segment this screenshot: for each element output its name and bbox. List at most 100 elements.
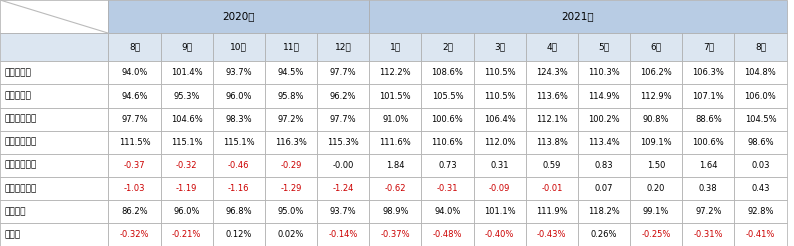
- Bar: [317, 200, 369, 223]
- Text: 0.12%: 0.12%: [225, 230, 252, 239]
- Text: 新規求人数: 新規求人数: [5, 68, 32, 77]
- Bar: [630, 177, 682, 200]
- Bar: [213, 200, 265, 223]
- Bar: [473, 62, 526, 84]
- Text: 6月: 6月: [650, 43, 661, 52]
- Text: 8月: 8月: [755, 43, 766, 52]
- Bar: [160, 108, 213, 131]
- Text: 1.50: 1.50: [647, 161, 665, 170]
- Text: 0.83: 0.83: [595, 161, 613, 170]
- Bar: [0, 177, 108, 200]
- Text: 106.0%: 106.0%: [745, 92, 777, 101]
- Bar: [422, 108, 473, 131]
- Bar: [682, 154, 734, 177]
- Bar: [108, 33, 160, 62]
- Bar: [526, 131, 578, 154]
- Bar: [369, 154, 422, 177]
- Bar: [630, 33, 682, 62]
- Text: 0.07: 0.07: [595, 184, 613, 193]
- Bar: [682, 62, 734, 84]
- Text: 94.0%: 94.0%: [121, 68, 148, 77]
- Text: 0.31: 0.31: [491, 161, 509, 170]
- Text: 98.3%: 98.3%: [225, 115, 252, 124]
- Text: 124.3%: 124.3%: [536, 68, 568, 77]
- Bar: [108, 0, 369, 33]
- Text: 1.84: 1.84: [386, 161, 404, 170]
- Bar: [160, 84, 213, 108]
- Bar: [526, 223, 578, 246]
- Text: -0.31%: -0.31%: [693, 230, 723, 239]
- Bar: [265, 131, 317, 154]
- Text: 110.5%: 110.5%: [484, 92, 515, 101]
- Bar: [682, 131, 734, 154]
- Text: 101.1%: 101.1%: [484, 207, 515, 216]
- Text: 113.6%: 113.6%: [536, 92, 568, 101]
- Text: 7月: 7月: [703, 43, 714, 52]
- Text: 96.0%: 96.0%: [225, 92, 252, 101]
- Text: 10月: 10月: [230, 43, 247, 52]
- Bar: [160, 223, 213, 246]
- Bar: [108, 154, 160, 177]
- Text: 12月: 12月: [335, 43, 352, 52]
- Text: 112.9%: 112.9%: [640, 92, 672, 101]
- Text: 118.2%: 118.2%: [588, 207, 620, 216]
- Bar: [317, 33, 369, 62]
- Text: -1.19: -1.19: [176, 184, 198, 193]
- Text: -0.31: -0.31: [437, 184, 458, 193]
- Bar: [578, 33, 630, 62]
- Bar: [473, 154, 526, 177]
- Text: 0.43: 0.43: [751, 184, 769, 193]
- Bar: [734, 33, 787, 62]
- Text: -0.09: -0.09: [489, 184, 511, 193]
- Bar: [317, 131, 369, 154]
- Bar: [578, 84, 630, 108]
- Text: 新規求人倍率: 新規求人倍率: [5, 161, 37, 170]
- Text: -0.37%: -0.37%: [380, 230, 410, 239]
- Bar: [734, 131, 787, 154]
- Text: -1.29: -1.29: [280, 184, 302, 193]
- Bar: [369, 0, 787, 33]
- Bar: [526, 177, 578, 200]
- Text: 97.2%: 97.2%: [278, 115, 304, 124]
- Text: 96.2%: 96.2%: [330, 92, 357, 101]
- Text: -0.01: -0.01: [541, 184, 562, 193]
- Text: -0.32: -0.32: [176, 161, 198, 170]
- Bar: [369, 62, 422, 84]
- Bar: [369, 200, 422, 223]
- Text: 5月: 5月: [599, 43, 610, 52]
- Text: -0.25%: -0.25%: [642, 230, 671, 239]
- Text: 有効求人数: 有効求人数: [5, 92, 32, 101]
- Bar: [317, 177, 369, 200]
- Text: 96.8%: 96.8%: [225, 207, 252, 216]
- Text: 0.59: 0.59: [542, 161, 561, 170]
- Text: 105.5%: 105.5%: [432, 92, 463, 101]
- Bar: [317, 154, 369, 177]
- Text: 0.73: 0.73: [438, 161, 457, 170]
- Text: -0.29: -0.29: [280, 161, 302, 170]
- Bar: [422, 131, 473, 154]
- Text: 93.7%: 93.7%: [225, 68, 252, 77]
- Bar: [0, 223, 108, 246]
- Text: 就職件数: 就職件数: [5, 207, 26, 216]
- Bar: [682, 84, 734, 108]
- Bar: [108, 200, 160, 223]
- Text: 115.3%: 115.3%: [327, 138, 359, 147]
- Bar: [265, 200, 317, 223]
- Text: -0.46: -0.46: [228, 161, 249, 170]
- Text: 101.5%: 101.5%: [380, 92, 411, 101]
- Text: 88.6%: 88.6%: [695, 115, 722, 124]
- Bar: [682, 108, 734, 131]
- Text: 有効求職者数: 有効求職者数: [5, 138, 37, 147]
- Bar: [473, 33, 526, 62]
- Bar: [369, 223, 422, 246]
- Bar: [630, 154, 682, 177]
- Bar: [630, 131, 682, 154]
- Text: 96.0%: 96.0%: [173, 207, 200, 216]
- Bar: [160, 154, 213, 177]
- Bar: [213, 154, 265, 177]
- Bar: [160, 33, 213, 62]
- Bar: [422, 84, 473, 108]
- Text: 116.3%: 116.3%: [275, 138, 307, 147]
- Text: -0.32%: -0.32%: [120, 230, 149, 239]
- Bar: [0, 84, 108, 108]
